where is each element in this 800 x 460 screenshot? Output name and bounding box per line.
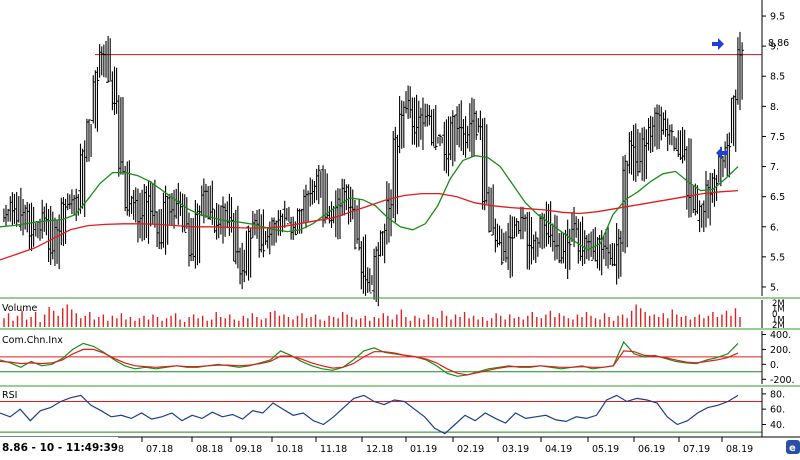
logo-icon: e <box>786 440 800 454</box>
x-tick-label: 04.19 <box>545 444 572 455</box>
rsi-tick-label: 80. <box>770 389 785 400</box>
x-tick-label: 10.18 <box>276 444 303 455</box>
cci-tick-label: 200. <box>770 345 791 356</box>
left-arrow-icon <box>716 147 728 159</box>
price-tick-label: 6. <box>770 222 779 233</box>
rsi-panel: 80. 60. 40. <box>0 388 785 437</box>
x-tick-label: 07.19 <box>683 444 710 455</box>
cci-line <box>0 340 739 377</box>
rsi-title: RSI <box>2 390 17 401</box>
rsi-tick-label: 60. <box>770 405 785 416</box>
ma-short-line <box>0 155 739 251</box>
price-tick-label: 5.5 <box>770 252 785 263</box>
cci-panel: 400. 200. 0. -200. <box>0 330 800 387</box>
price-tick-label: 6.5 <box>770 192 785 203</box>
x-tick-label: 12.18 <box>366 444 393 455</box>
price-tick-label: 9.5 <box>770 12 785 23</box>
x-tick-label: 05.19 <box>592 444 619 455</box>
price-tick-label: 5. <box>770 282 779 293</box>
price-tick-label: 8.5 <box>770 72 785 83</box>
price-tick-label: 7. <box>770 162 779 173</box>
x-tick-label: 08.19 <box>726 444 753 455</box>
x-tick-label: 08.18 <box>196 444 223 455</box>
cci-signal-line <box>0 348 739 376</box>
cci-title: Com.Chn.Inx <box>2 335 63 346</box>
price-panel: 5. 5.5 6. 6.5 7. 7.5 8. 8.5 9. 9.5 <box>0 0 800 307</box>
x-tick-label: 02.19 <box>457 444 484 455</box>
x-tick-label: 03.19 <box>502 444 529 455</box>
last-value-label: 8.86 <box>768 38 789 49</box>
rsi-line <box>0 394 739 435</box>
volume-tick-label: 2M <box>772 321 785 331</box>
status-bar-bg <box>0 437 118 456</box>
price-tick-label: 7.5 <box>770 132 785 143</box>
price-tick-label: 9. <box>770 42 779 53</box>
volume-title: Volume <box>2 303 37 314</box>
volume-tick-label: 1M <box>772 316 785 326</box>
cci-tick-label: 0. <box>770 360 779 371</box>
ma-long-line <box>0 189 739 261</box>
x-tick-label: 01.19 <box>410 444 437 455</box>
price-tick-label: 8. <box>770 102 779 113</box>
cci-tick-label: 400. <box>770 330 791 341</box>
x-tick-label: 07.18 <box>146 444 173 455</box>
status-text: 8.86 - 10 - 11:49:39 <box>2 442 118 454</box>
volume-tick-label: 2M <box>772 299 785 309</box>
x-tick-label: 11.18 <box>320 444 347 455</box>
volume-tick-label: 1M <box>772 305 785 315</box>
price-axis-bg <box>762 0 800 296</box>
x-tick-label: 06.19 <box>638 444 665 455</box>
right-arrow-icon <box>712 38 724 50</box>
x-tick-label: 8 <box>118 444 124 455</box>
svg-text:e: e <box>789 443 796 454</box>
x-axis: 8 07.18 08.18 09.18 10.18 11.18 12.18 01.19 02.1… <box>0 436 800 455</box>
rsi-tick-label: 40. <box>770 420 785 431</box>
x-tick-label: 09.18 <box>235 444 262 455</box>
volume-tick-label: 0. <box>772 310 780 320</box>
cci-tick-label: -200. <box>770 375 795 386</box>
